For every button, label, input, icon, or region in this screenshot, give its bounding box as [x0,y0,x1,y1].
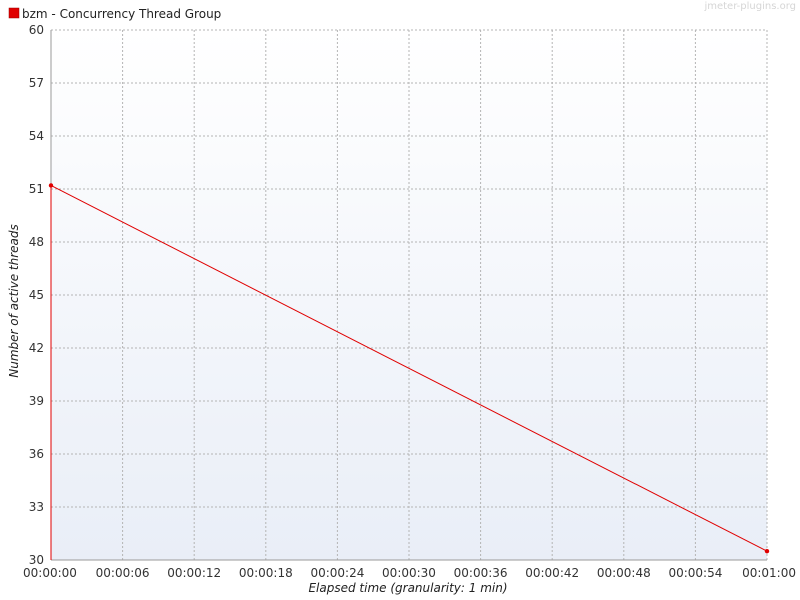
y-tick-label: 33 [29,500,44,514]
x-axis-title: Elapsed time (granularity: 1 min) [308,581,507,595]
data-point [48,183,54,188]
y-tick-label: 45 [29,288,44,302]
y-tick-label: 39 [29,394,44,408]
y-tick-label: 60 [29,23,44,37]
x-tick-label: 00:00:18 [239,566,293,580]
y-tick-label: 30 [29,553,44,567]
legend-swatch [8,7,20,19]
x-tick-label: 00:00:36 [454,566,508,580]
watermark: jmeter-plugins.org [703,1,796,12]
y-tick-label: 42 [29,341,44,355]
legend-label: bzm - Concurrency Thread Group [22,7,221,21]
y-tick-labels: 30 33 36 39 42 45 48 51 54 57 60 [29,23,44,567]
y-tick-label: 51 [29,182,44,196]
x-tick-label: 00:00:06 [96,566,150,580]
x-tick-label: 00:01:00 [742,566,796,580]
x-tick-label: 00:00:12 [167,566,221,580]
y-tick-label: 48 [29,235,44,249]
y-axis-title: Number of active threads [7,224,21,378]
x-tick-label: 00:00:30 [382,566,436,580]
y-tick-label: 54 [29,129,44,143]
x-tick-label: 00:00:54 [668,566,722,580]
legend: bzm - Concurrency Thread Group [8,7,221,21]
data-point [764,548,770,554]
series-line [50,185,768,552]
x-tick-label: 00:00:24 [310,566,364,580]
series-layer [48,183,770,560]
y-tick-label: 36 [29,447,44,461]
y-tick-label: 57 [29,76,44,90]
x-tick-label: 00:00:00 [23,566,77,580]
grid [51,29,768,560]
x-tick-label: 00:00:48 [597,566,651,580]
x-tick-labels: 00:00:00 00:00:06 00:00:12 00:00:18 00:00:24… [23,566,796,580]
x-tick-label: 00:00:42 [525,566,579,580]
